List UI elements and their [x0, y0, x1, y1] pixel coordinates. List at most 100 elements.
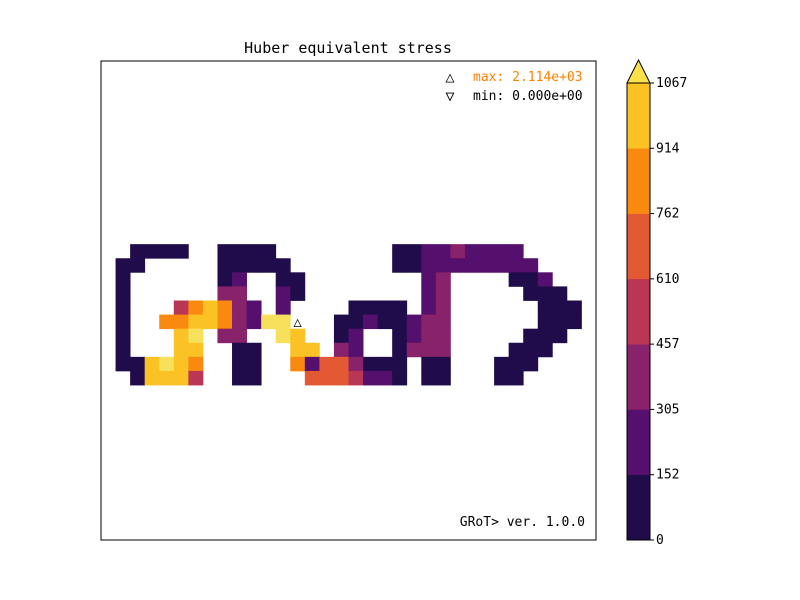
- heatmap-cell: [435, 356, 451, 372]
- heatmap-cell: [392, 244, 408, 259]
- heatmap-cell: [188, 314, 204, 330]
- heatmap-cell: [494, 370, 510, 386]
- heatmap-cell: [508, 258, 524, 273]
- heatmap-cell: [392, 370, 408, 386]
- heatmap-cell: [552, 314, 568, 330]
- heatmap-cell: [159, 314, 175, 330]
- heatmap-cell: [406, 258, 422, 273]
- heatmap-cell: [261, 258, 277, 273]
- heatmap-cell: [304, 356, 320, 372]
- heatmap-cell: [523, 272, 539, 287]
- colorbar-segment: [627, 344, 650, 410]
- heatmap-cell: [217, 300, 233, 315]
- heatmap-cell: [348, 370, 364, 386]
- heatmap-cell: [232, 370, 247, 386]
- heatmap-cell: [173, 370, 189, 386]
- colorbar-frame: [626, 82, 651, 541]
- heatmap-cell: [392, 356, 408, 372]
- heatmap-cell: [232, 244, 247, 259]
- heatmap-cell: [188, 356, 204, 372]
- heatmap-cell: [232, 286, 247, 301]
- heatmap-cell: [115, 314, 131, 330]
- min-legend-marker: ▽: [445, 87, 454, 105]
- heatmap-cell: [246, 244, 262, 259]
- heatmap-cell: [348, 356, 364, 372]
- heatmap-cell: [377, 356, 393, 372]
- heatmap-cell: [173, 356, 189, 372]
- heatmap-cell: [377, 300, 393, 315]
- heatmap-cell: [130, 244, 146, 259]
- heatmap-cell: [523, 356, 539, 372]
- heatmap-cell: [144, 244, 160, 259]
- heatmap-cell: [421, 258, 437, 273]
- heatmap-cell: [406, 342, 422, 358]
- heatmap-cell: [523, 328, 539, 344]
- heatmap-cell: [435, 300, 451, 315]
- colorbar-tick-label: 914: [656, 141, 680, 156]
- heatmap-cell: [144, 370, 160, 386]
- heatmap-cell: [421, 286, 437, 301]
- colorbar: [626, 58, 651, 541]
- heatmap-cell: [421, 356, 437, 372]
- heatmap-cell: [479, 258, 495, 273]
- heatmap-cell: [494, 258, 510, 273]
- colorbar-tick-label: 1067: [656, 76, 687, 91]
- heatmap-cell: [246, 258, 262, 273]
- heatmap-cell: [537, 314, 553, 330]
- plot-frame: [100, 60, 597, 541]
- heatmap-cell: [363, 370, 379, 386]
- min-stress-marker: ▼: [119, 244, 128, 260]
- heatmap-cell: [319, 356, 335, 372]
- heatmap-cell: [261, 314, 277, 330]
- heatmap-cell: [217, 272, 233, 287]
- heatmap-cell: [537, 342, 553, 358]
- heatmap-cell: [188, 370, 204, 386]
- heatmap-cell: [464, 244, 480, 259]
- heatmap-cell: [246, 300, 262, 315]
- extrema-markers: △▼: [119, 244, 303, 330]
- colorbar-segment: [627, 213, 650, 280]
- heatmap-cell: [275, 328, 291, 344]
- heatmap-cell: [319, 370, 335, 386]
- heatmap-cell: [421, 370, 437, 386]
- heatmap-cell: [523, 342, 539, 358]
- heatmap-cell: [421, 300, 437, 315]
- heatmap-cell: [217, 328, 233, 344]
- heatmap-cell: [552, 328, 568, 344]
- heatmap-cell: [464, 258, 480, 273]
- heatmap-cell: [290, 286, 306, 301]
- heatmap-cell: [435, 258, 451, 273]
- heatmap-cell: [232, 356, 247, 372]
- colorbar-tick-label: 610: [656, 272, 679, 287]
- heatmap-cell: [232, 300, 247, 315]
- heatmap-cell: [290, 356, 306, 372]
- heatmap-cell: [363, 314, 379, 330]
- heatmap-cell: [217, 286, 233, 301]
- heatmap-cell: [406, 328, 422, 344]
- heatmap-cell: [392, 328, 408, 344]
- heatmap-cell: [537, 272, 553, 287]
- colorbar-tick-label: 762: [656, 207, 679, 222]
- colorbar-tick-label: 0: [656, 533, 664, 548]
- heatmap-cell: [450, 244, 466, 259]
- heatmap-cell: [348, 342, 364, 358]
- heatmap-cell: [406, 314, 422, 330]
- heatmap-cell: [115, 356, 131, 372]
- heatmap-cell: [348, 314, 364, 330]
- heatmap-cell: [290, 272, 306, 287]
- colorbar-ticks: 0 152 305 457 610 762 914 1067: [650, 76, 687, 548]
- heatmap-cell: [115, 300, 131, 315]
- colorbar-tick-label: 152: [656, 468, 679, 483]
- heatmap-cell: [159, 244, 175, 259]
- version-footer: GRoT> ver. 1.0.0: [460, 515, 585, 530]
- heatmap-cell: [173, 244, 189, 259]
- heatmap-cell: [566, 300, 582, 315]
- heatmap-cell: [130, 356, 146, 372]
- heatmap-cell: [392, 342, 408, 358]
- heatmap-cell: [435, 286, 451, 301]
- heatmap-cell: [552, 286, 568, 301]
- heatmap-cell: [275, 300, 291, 315]
- heatmap-cell: [523, 286, 539, 301]
- heatmap-cell: [115, 258, 131, 273]
- max-legend-marker: △: [445, 68, 454, 86]
